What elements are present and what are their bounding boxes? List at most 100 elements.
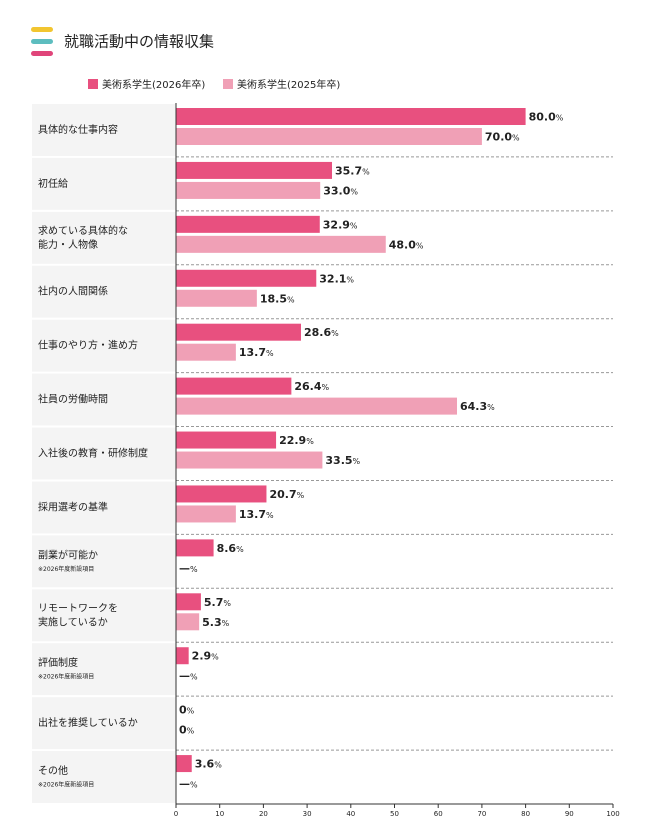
category-label-line: 入社後の教育・研修制度	[38, 447, 148, 460]
value-label-number: 35.7	[335, 164, 362, 177]
bar	[176, 431, 277, 449]
bar	[176, 485, 267, 503]
value-label: 33.5%	[325, 454, 360, 467]
title-icon	[31, 51, 53, 56]
value-label-unit: %	[346, 275, 354, 284]
value-label: 35.7%	[335, 164, 370, 177]
category-label: その他	[38, 764, 68, 777]
x-tick-label: 30	[303, 810, 312, 818]
row-label-bg	[32, 373, 176, 426]
category-label: 社内の人間関係	[38, 285, 108, 298]
value-label: 5.7%	[204, 596, 232, 609]
bar	[176, 505, 236, 523]
bar	[176, 215, 320, 233]
bar	[176, 755, 192, 773]
value-label-unit: %	[223, 598, 231, 607]
value-label-unit: %	[214, 760, 222, 769]
value-label-number: 13.7	[239, 508, 266, 521]
x-tick-label: 100	[606, 810, 619, 818]
row-label-bg	[32, 319, 176, 372]
x-tick-label: 50	[390, 810, 399, 818]
row-label-bg	[32, 643, 176, 696]
value-label: 3.6%	[195, 758, 223, 771]
value-label-unit: %	[266, 510, 274, 519]
value-label-number: 48.0	[389, 238, 416, 251]
value-label-number: 0	[179, 704, 187, 717]
value-label-unit: %	[350, 221, 358, 230]
value-label: 20.7%	[269, 488, 304, 501]
category-label-line: リモートワークを	[38, 602, 118, 614]
value-label: 13.7%	[239, 346, 274, 359]
title-icon	[31, 27, 53, 32]
row-label-bg	[32, 157, 176, 210]
value-label-number: 22.9	[279, 434, 306, 447]
category-label: 仕事のやり方・進め方	[38, 339, 138, 352]
value-label: 0%	[179, 704, 195, 717]
category-note: ※2026年度新設項目	[38, 781, 94, 789]
category-label: 具体的な仕事内容	[38, 123, 118, 136]
value-label-unit: %	[350, 187, 358, 196]
value-label-unit: %	[187, 706, 195, 715]
category-label: 採用選考の基準	[38, 500, 108, 513]
value-label-number: 0	[179, 724, 187, 737]
value-label: 5.3%	[202, 616, 230, 629]
value-label: —%	[179, 778, 198, 791]
value-label-number: 3.6	[195, 758, 215, 771]
value-label-number: 64.3	[460, 400, 487, 413]
value-label: 26.4%	[294, 380, 329, 393]
row-label-bg	[32, 697, 176, 750]
value-label: 0%	[179, 724, 195, 737]
value-label: 2.9%	[192, 650, 220, 663]
category-label: 求めている具体的な能力・人物像	[38, 224, 128, 251]
row-label-bg	[32, 265, 176, 318]
category-note: ※2026年度新設項目	[38, 565, 94, 573]
value-label: 13.7%	[239, 508, 274, 521]
category-label-line: 能力・人物像	[38, 238, 98, 251]
category-label-line: 仕事のやり方・進め方	[38, 339, 138, 352]
category-label-line: その他	[38, 764, 68, 777]
value-label-unit: %	[416, 241, 424, 250]
category-label: 社員の労働時間	[38, 393, 108, 406]
value-label: 32.9%	[323, 218, 358, 231]
bar	[176, 377, 292, 395]
value-label-number: 5.7	[204, 596, 224, 609]
category-label-line: 出社を推奨しているか	[38, 716, 138, 729]
category-label-line: 具体的な仕事内容	[38, 123, 118, 136]
bar	[176, 128, 482, 145]
legend-swatch	[88, 79, 98, 89]
value-label-unit: %	[222, 618, 230, 627]
value-label-unit: %	[287, 295, 295, 304]
value-label: 32.1%	[319, 272, 354, 285]
bar	[176, 161, 333, 179]
bar	[176, 235, 386, 253]
category-label: 副業が可能か	[38, 548, 98, 561]
x-tick-label: 90	[565, 810, 574, 818]
x-tick-label: 20	[259, 810, 268, 818]
category-label-line: 実施しているか	[38, 615, 108, 628]
value-label-unit: %	[331, 329, 339, 338]
value-label: 70.0%	[485, 131, 520, 144]
category-label: 初任給	[38, 177, 68, 190]
row-label-bg	[32, 481, 176, 534]
category-label: 出社を推奨しているか	[38, 716, 138, 729]
value-label-number: 26.4	[294, 380, 321, 393]
x-tick-label: 60	[434, 810, 443, 818]
value-label-number: 28.6	[304, 326, 331, 339]
value-label-unit: %	[512, 133, 520, 142]
category-label-line: 採用選考の基準	[38, 500, 108, 513]
bar	[176, 647, 189, 665]
row-label-bg	[32, 211, 176, 264]
value-label-number: —	[179, 562, 190, 575]
legend-label: 美術系学生(2026年卒)	[102, 78, 205, 91]
category-label-line: 初任給	[38, 177, 68, 190]
row-label-bg	[32, 589, 176, 642]
bar	[176, 397, 457, 415]
value-label-unit: %	[236, 544, 244, 553]
category-label: リモートワークを実施しているか	[38, 602, 118, 628]
value-label: 8.6%	[217, 542, 245, 555]
value-label: 28.6%	[304, 326, 339, 339]
value-label-number: 2.9	[192, 650, 212, 663]
value-label-number: 18.5	[260, 292, 287, 305]
value-label-number: —	[179, 670, 190, 683]
